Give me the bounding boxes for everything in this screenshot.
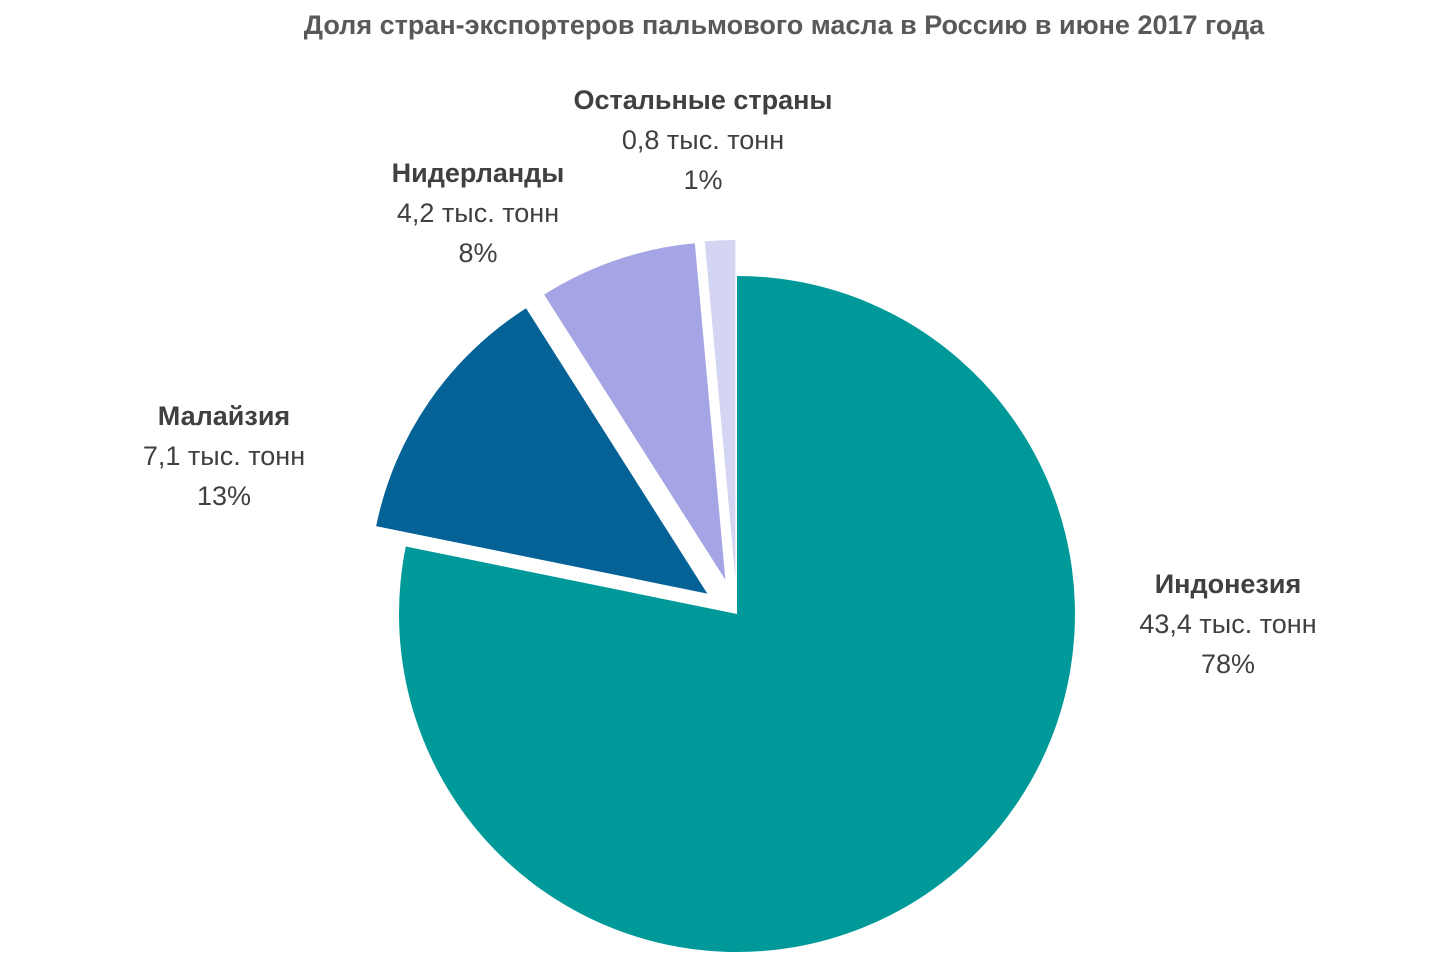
slice-label-amount: 4,2 тыс. тонн bbox=[397, 198, 559, 228]
slice-label: Остальные страны 0,8 тыс. тонн 1% bbox=[573, 85, 832, 195]
slice-label-amount: 43,4 тыс. тонн bbox=[1139, 609, 1316, 639]
pie-slice bbox=[398, 276, 1075, 953]
slice-label: Нидерланды 4,2 тыс. тонн 8% bbox=[392, 158, 565, 268]
pie-slice bbox=[544, 243, 726, 580]
slice-label-name: Нидерланды bbox=[392, 158, 565, 188]
chart-title: Доля стран-экспортеров пальмового масла … bbox=[303, 10, 1265, 40]
slice-label-name: Остальные страны bbox=[573, 85, 832, 115]
slice-label-percent: 78% bbox=[1201, 649, 1255, 679]
pie-slice bbox=[704, 240, 736, 579]
slice-label-amount: 7,1 тыс. тонн bbox=[143, 441, 305, 471]
slice-label-name: Малайзия bbox=[158, 401, 290, 431]
slice-label: Индонезия 43,4 тыс. тонн 78% bbox=[1139, 569, 1316, 679]
slice-label-percent: 1% bbox=[683, 165, 722, 195]
slice-label-amount: 0,8 тыс. тонн bbox=[622, 125, 784, 155]
slice-label-percent: 8% bbox=[458, 238, 497, 268]
pie-slice bbox=[376, 308, 708, 594]
slice-label-name: Индонезия bbox=[1155, 569, 1301, 599]
slice-label-percent: 13% bbox=[197, 481, 251, 511]
slice-label: Малайзия 7,1 тыс. тонн 13% bbox=[143, 401, 305, 511]
